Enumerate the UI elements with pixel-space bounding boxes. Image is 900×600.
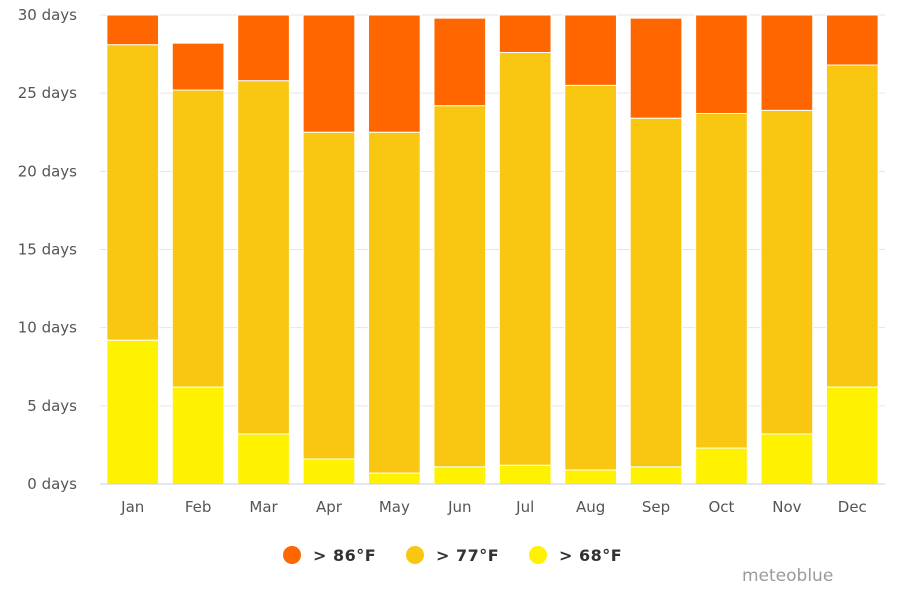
bar-segment[interactable]: [171, 386, 225, 485]
bar-segment[interactable]: [106, 339, 160, 485]
legend: > 86°F > 77°F > 68°F: [0, 540, 900, 570]
bar-segment[interactable]: [368, 472, 421, 485]
bar-segment[interactable]: [237, 14, 290, 82]
bar-segment[interactable]: [760, 14, 814, 111]
bar-segment[interactable]: [106, 14, 160, 46]
x-tick-label: Sep: [642, 498, 670, 516]
x-axis-ticks: Jan Feb Mar Apr May Jun Jul Aug Sep Oct Nov Dec: [120, 498, 867, 516]
stacked-bar-chart: 0 days 5 days 10 days 15 days 20 days 25 days…: [18, 6, 885, 516]
legend-label-68: > 68°F: [559, 545, 623, 565]
x-tick-label: Jun: [447, 498, 471, 516]
bar-segment[interactable]: [498, 52, 552, 466]
x-tick-label: May: [379, 498, 410, 516]
bar-segment[interactable]: [564, 84, 617, 471]
legend-label-77: > 77°F: [436, 545, 500, 565]
bar-segment[interactable]: [695, 112, 748, 449]
bar-segment[interactable]: [302, 14, 356, 133]
bars: [106, 14, 879, 485]
meteoblue-credit[interactable]: meteoblue: [742, 566, 834, 586]
bar-segment[interactable]: [368, 131, 421, 474]
bar-segment[interactable]: [760, 433, 814, 485]
bar-segment[interactable]: [498, 464, 552, 485]
bar-segment[interactable]: [629, 17, 683, 119]
x-tick-label: Aug: [576, 498, 605, 516]
y-tick-label: 0 days: [27, 475, 77, 493]
bar-segment[interactable]: [825, 64, 879, 388]
bar-segment[interactable]: [237, 80, 290, 435]
x-tick-label: Apr: [316, 498, 343, 516]
bar-segment[interactable]: [433, 17, 487, 107]
y-tick-label: 10 days: [18, 319, 77, 337]
legend-swatch-77: [406, 546, 424, 564]
bar-segment[interactable]: [237, 433, 290, 485]
bar-segment[interactable]: [629, 466, 683, 485]
bar-segment[interactable]: [302, 458, 356, 485]
bar-segment[interactable]: [825, 14, 879, 66]
bar-segment[interactable]: [564, 469, 617, 485]
bar-segment[interactable]: [564, 14, 617, 86]
bar-segment[interactable]: [106, 44, 160, 341]
x-tick-label: Mar: [249, 498, 278, 516]
bar-segment[interactable]: [171, 42, 225, 91]
legend-label-86: > 86°F: [313, 545, 377, 565]
x-tick-label: Nov: [772, 498, 801, 516]
bar-segment[interactable]: [433, 466, 487, 485]
legend-swatch-86: [283, 546, 301, 564]
bar-segment[interactable]: [629, 117, 683, 468]
bar-segment[interactable]: [825, 386, 879, 485]
bar-segment[interactable]: [302, 131, 356, 460]
bar-segment[interactable]: [171, 89, 225, 388]
y-tick-label: 15 days: [18, 241, 77, 259]
x-tick-label: Dec: [838, 498, 867, 516]
bar-segment[interactable]: [695, 447, 748, 485]
legend-item-68[interactable]: > 68°F: [529, 540, 622, 570]
y-tick-label: 30 days: [18, 6, 77, 24]
bar-segment[interactable]: [433, 105, 487, 468]
legend-item-86[interactable]: > 86°F: [283, 540, 376, 570]
y-tick-label: 25 days: [18, 84, 77, 102]
x-tick-label: Jan: [120, 498, 144, 516]
x-tick-label: Oct: [708, 498, 734, 516]
gridlines: [100, 14, 885, 407]
bar-segment[interactable]: [760, 109, 814, 435]
y-tick-label: 5 days: [27, 397, 77, 415]
bar-segment[interactable]: [498, 14, 552, 54]
y-axis-ticks: 0 days 5 days 10 days 15 days 20 days 25 days…: [18, 6, 77, 493]
legend-swatch-68: [529, 546, 547, 564]
bar-segment[interactable]: [368, 14, 421, 133]
legend-item-77[interactable]: > 77°F: [406, 540, 499, 570]
bar-segment[interactable]: [695, 14, 748, 114]
x-tick-label: Feb: [185, 498, 212, 516]
x-tick-label: Jul: [515, 498, 534, 516]
y-tick-label: 20 days: [18, 162, 77, 180]
